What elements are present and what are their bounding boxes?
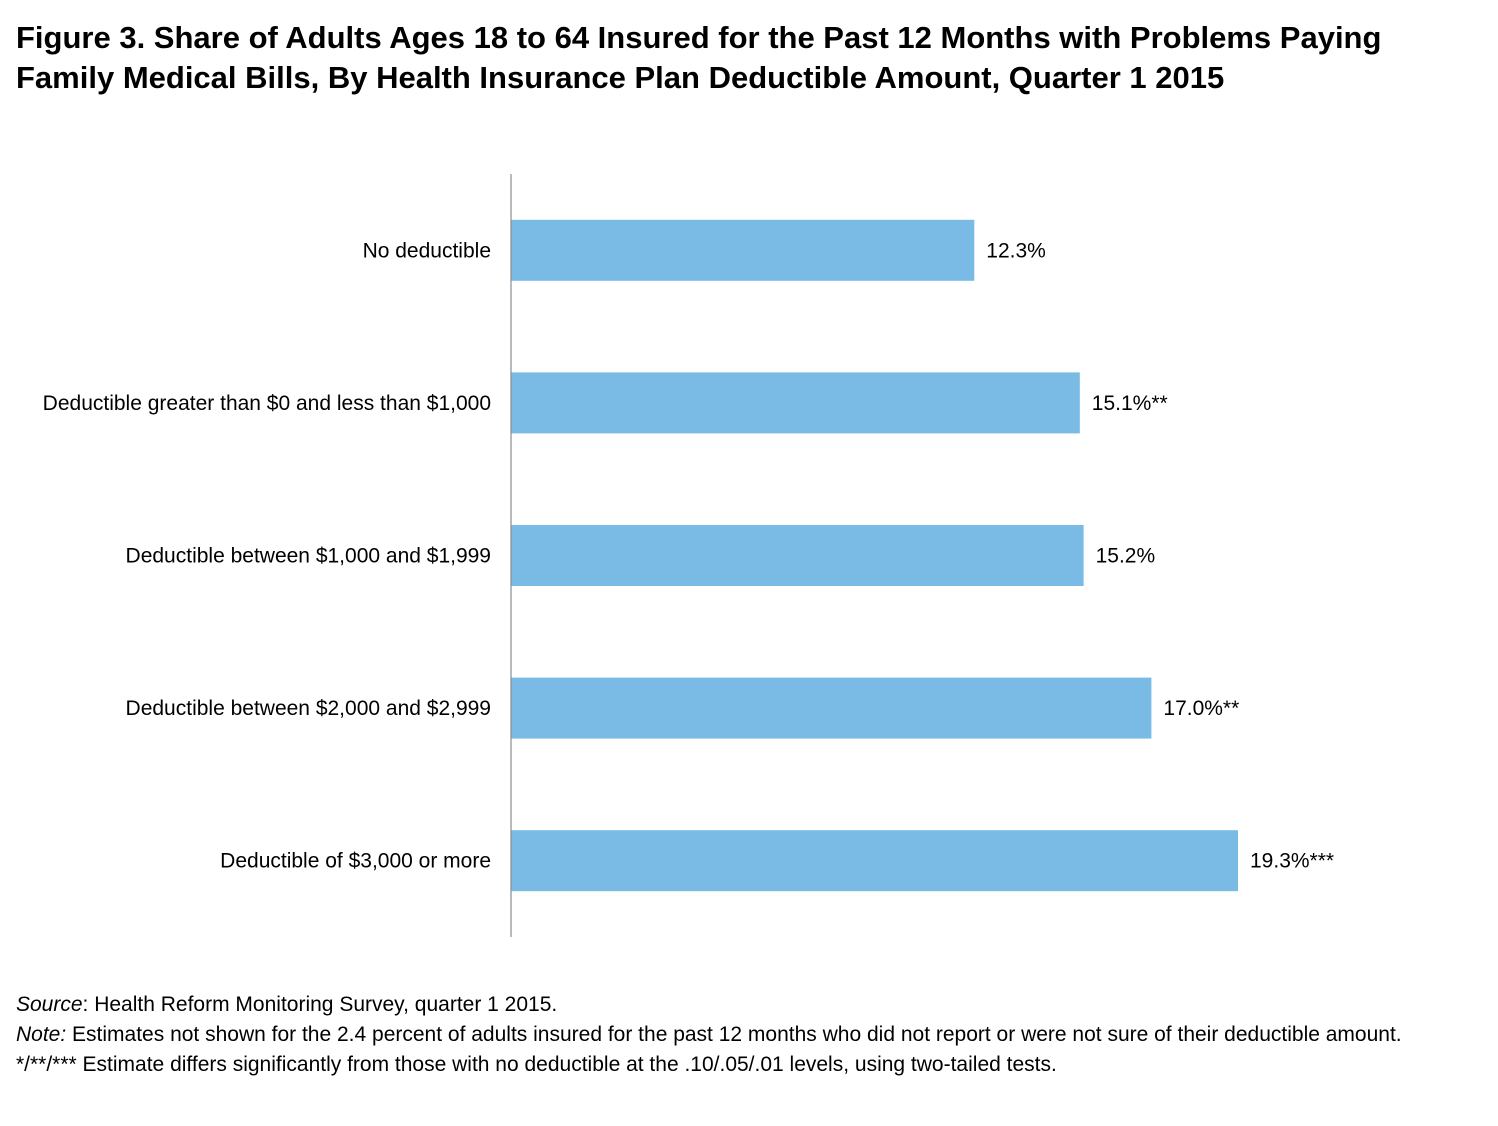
bar-2 (511, 372, 1080, 434)
category-label-1: No deductible (363, 239, 491, 262)
bar-4 (511, 677, 1152, 739)
source-note: Source: Health Reform Monitoring Survey,… (16, 990, 1481, 1020)
bars-layer: No deductible 12.3% Deductible greater tha… (43, 219, 1334, 892)
note-label: Note: (16, 1023, 67, 1046)
note-text: Estimates not shown for the 2.4 percent … (66, 1023, 1402, 1046)
data-label-1: 12.3% (986, 239, 1046, 262)
bar-chart: No deductible 12.3% Deductible greater tha… (43, 174, 1334, 937)
footnotes: Source: Health Reform Monitoring Survey,… (16, 990, 1481, 1080)
data-label-4: 17.0%** (1163, 697, 1239, 720)
significance-label: */**/*** (16, 1053, 77, 1076)
data-label-3: 15.2% (1096, 545, 1156, 568)
chart-title: Figure 3. Share of Adults Ages 18 to 64 … (16, 18, 1476, 98)
source-text: : Health Reform Monitoring Survey, quart… (82, 993, 558, 1016)
category-label-5: Deductible of $3,000 or more (220, 850, 491, 873)
category-label-3: Deductible between $1,000 and $1,999 (126, 545, 491, 568)
chart-title-line-2: Family Medical Bills, By Health Insuranc… (16, 60, 1225, 95)
bar-5 (511, 830, 1238, 892)
significance-text: Estimate differs significantly from thos… (76, 1053, 1057, 1076)
significance-note: */**/*** Estimate differs significantly … (16, 1050, 1481, 1080)
bar-1 (511, 219, 975, 281)
note-text-block: Note: Estimates not shown for the 2.4 pe… (16, 1020, 1481, 1050)
chart-title-line-1: Figure 3. Share of Adults Ages 18 to 64 … (16, 20, 1382, 55)
data-label-5: 19.3%*** (1250, 850, 1334, 873)
category-label-2: Deductible greater than $0 and less than… (43, 392, 491, 415)
bar-3 (511, 525, 1084, 586)
category-label-4: Deductible between $2,000 and $2,999 (126, 697, 491, 720)
data-label-2: 15.1%** (1092, 392, 1168, 415)
source-label: Source (16, 993, 83, 1016)
